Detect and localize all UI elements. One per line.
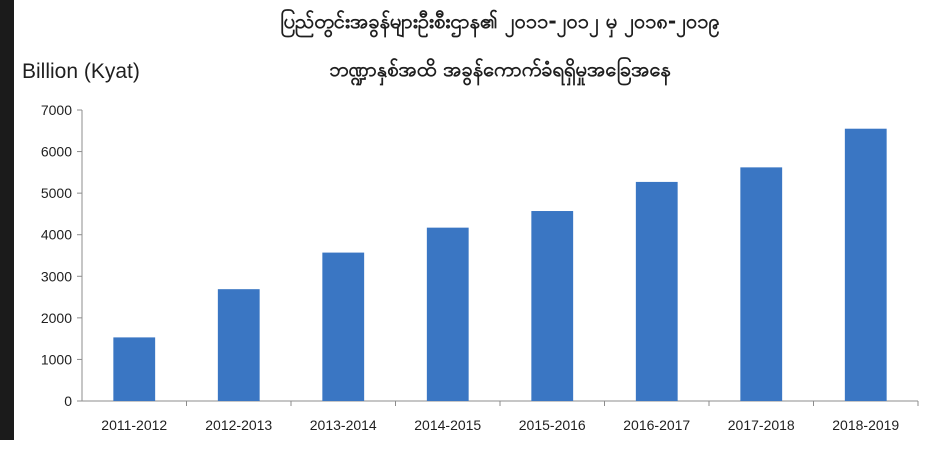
y-tick-label: 7000 <box>41 102 72 118</box>
y-tick-label: 2000 <box>41 310 72 326</box>
left-border <box>0 0 14 461</box>
chart-title-line-2: ဘဏ္ဍာနှစ်အထိ အခွန်ကောက်ခံရရှိမှုအခြေအနေ <box>329 57 671 81</box>
y-tick-label: 3000 <box>41 268 72 284</box>
y-axis-label: Billion (Kyat) <box>22 60 140 83</box>
x-tick-label: 2017-2018 <box>728 417 795 433</box>
x-tick-label: 2015-2016 <box>519 417 586 433</box>
y-tick-label: 1000 <box>41 351 72 367</box>
chart-title-line-1: ပြည်တွင်းအခွန်များဦးစီးဌာန၏ ၂၀၁၁-၂၀၁၂ မှ… <box>280 9 720 33</box>
x-tick-label: 2012-2013 <box>205 417 272 433</box>
x-tick-label: 2018-2019 <box>832 417 899 433</box>
bar-2015-2016 <box>531 211 574 401</box>
y-tick-label: 5000 <box>41 185 72 201</box>
bar-2013-2014 <box>322 252 365 401</box>
bar-2016-2017 <box>635 181 678 401</box>
y-tick-label: 0 <box>64 393 72 409</box>
x-tick-label: 2016-2017 <box>623 417 690 433</box>
bar-2014-2015 <box>426 227 469 401</box>
bar-2018-2019 <box>844 128 887 401</box>
x-tick-label: 2014-2015 <box>414 417 481 433</box>
x-tick-label: 2011-2012 <box>101 417 167 433</box>
y-tick-label: 6000 <box>41 144 72 160</box>
x-tick-label: 2013-2014 <box>310 417 377 433</box>
bar-2012-2013 <box>217 289 260 401</box>
bottom-margin <box>0 440 942 461</box>
bar-2011-2012 <box>113 337 156 401</box>
y-tick-label: 4000 <box>41 227 72 243</box>
bar-2017-2018 <box>740 167 783 401</box>
